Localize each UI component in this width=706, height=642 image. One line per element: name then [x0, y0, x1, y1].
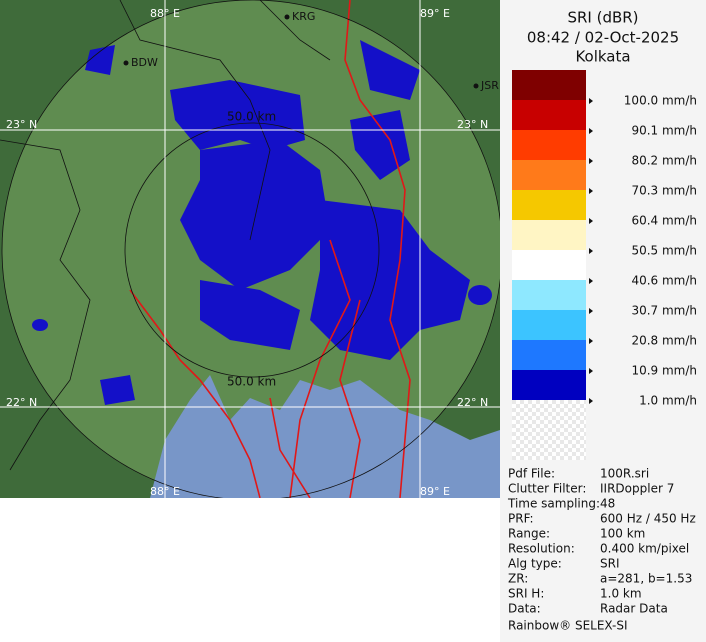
- info-value: 600 Hz / 450 Hz: [600, 512, 696, 526]
- legend-pointer: [589, 158, 593, 164]
- map: 88° E 88° E 89° E 89° E 23° N 23° N 22° …: [0, 0, 500, 498]
- info-key: ZR:: [508, 572, 528, 586]
- sea: [150, 375, 500, 498]
- lon-label: 89° E: [420, 485, 450, 498]
- legend-pointer: [589, 218, 593, 224]
- info-value: 100R.sri: [600, 467, 649, 481]
- info-table: Pdf File: 100R.sri Clutter Filter: IIRDoppl…: [507, 467, 696, 616]
- info-key: Data:: [508, 602, 541, 616]
- legend-pointer: [589, 368, 593, 374]
- lat-label: 22° N: [6, 396, 37, 409]
- info-value: a=281, b=1.53: [600, 572, 692, 586]
- legend-swatch: [512, 100, 586, 130]
- info-value: 0.400 km/pixel: [600, 542, 689, 556]
- rivers: [129, 0, 411, 498]
- info-key: Range:: [508, 527, 550, 541]
- info-value: 1.0 km: [600, 587, 642, 601]
- lat-label: 23° N: [457, 118, 488, 131]
- info-value: Radar Data: [600, 602, 668, 616]
- legend-pointer: [589, 308, 593, 314]
- info-value: SRI: [600, 557, 620, 571]
- lat-label: 23° N: [6, 118, 37, 131]
- legend-pointer: [589, 98, 593, 104]
- legend-swatch: [512, 250, 586, 280]
- legend-label: 80.2 mm/h: [631, 154, 697, 168]
- legend-pointer: [589, 338, 593, 344]
- legend-pointer: [589, 248, 593, 254]
- legend-pointer: [589, 278, 593, 284]
- legend: 100.0 mm/h 90.1 mm/h 80.2 mm/h 70.3 mm/h 60.…: [512, 70, 697, 408]
- legend-nodata: [512, 400, 586, 460]
- info-key: Time sampling:: [507, 497, 600, 511]
- info-value: IIRDoppler 7: [600, 482, 674, 496]
- lat-label: 22° N: [457, 396, 488, 409]
- legend-label: 10.9 mm/h: [631, 364, 697, 378]
- legend-label: 70.3 mm/h: [631, 184, 697, 198]
- timestamp: 08:42 / 02-Oct-2025: [527, 29, 679, 47]
- lon-label: 88° E: [150, 7, 180, 20]
- legend-pointer: [589, 128, 593, 134]
- legend-swatch: [512, 190, 586, 220]
- legend-label: 100.0 mm/h: [624, 94, 697, 108]
- legend-label: 1.0 mm/h: [639, 394, 697, 408]
- legend-swatch: [512, 70, 586, 100]
- legend-swatch: [512, 160, 586, 190]
- range-ring-inner: [124, 122, 380, 378]
- legend-label: 90.1 mm/h: [631, 124, 697, 138]
- info-value: 48: [600, 497, 615, 511]
- range-label: 50.0 km: [227, 375, 276, 389]
- info-key: Resolution:: [508, 542, 575, 556]
- legend-swatch: [512, 370, 586, 400]
- legend-swatch: [512, 280, 586, 310]
- echoes: [32, 40, 492, 405]
- legend-swatch: [512, 130, 586, 160]
- city-label: KRG: [292, 10, 315, 23]
- range-ring-outer: [1, 0, 500, 498]
- footer: Rainbow® SELEX-SI: [508, 619, 628, 633]
- info-key: PRF:: [508, 512, 534, 526]
- lon-label: 88° E: [150, 485, 180, 498]
- info-key: SRI H:: [508, 587, 544, 601]
- site-name: Kolkata: [575, 48, 630, 66]
- legend-label: 20.8 mm/h: [631, 334, 697, 348]
- city-label: BDW: [131, 56, 158, 69]
- lon-label: 89° E: [420, 7, 450, 20]
- legend-label: 30.7 mm/h: [631, 304, 697, 318]
- legend-pointer: [589, 398, 593, 404]
- boundaries: [0, 0, 331, 471]
- graticule: [0, 0, 500, 498]
- legend-label: 40.6 mm/h: [631, 274, 697, 288]
- info-value: 100 km: [600, 527, 645, 541]
- product-title: SRI (dBR): [567, 9, 638, 27]
- legend-label: 60.4 mm/h: [631, 214, 697, 228]
- info-key: Clutter Filter:: [508, 482, 586, 496]
- legend-label: 50.5 mm/h: [631, 244, 697, 258]
- city-label: JSR: [480, 79, 499, 92]
- info-key: Alg type:: [508, 557, 562, 571]
- legend-swatch: [512, 310, 586, 340]
- info-key: Pdf File:: [508, 467, 555, 481]
- legend-pointer: [589, 188, 593, 194]
- range-label: 50.0 km: [227, 110, 276, 124]
- legend-swatch: [512, 220, 586, 250]
- legend-swatch: [512, 340, 586, 370]
